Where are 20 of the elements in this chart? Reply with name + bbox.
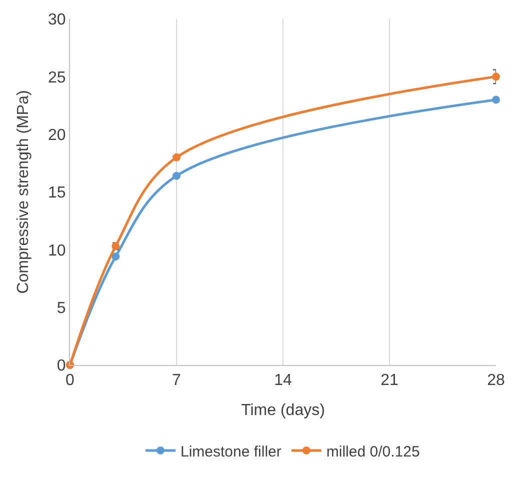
point	[492, 96, 500, 104]
point	[112, 252, 120, 261]
x-tick-label: 7	[172, 372, 182, 390]
x-tick-label: 28	[487, 372, 505, 390]
y-tick-label: 10	[48, 242, 66, 260]
y-axis-title: Compressive strength (MPa)	[14, 90, 32, 294]
legend-label: milled 0/0.125	[326, 443, 420, 460]
x-axis-title: Time (days)	[241, 402, 325, 419]
x-tick-label: 21	[380, 372, 398, 390]
x-tick-label: 14	[274, 372, 292, 390]
y-tick-label: 20	[48, 126, 66, 144]
y-tick-label: 30	[48, 12, 66, 29]
y-tick-label: 0	[56, 358, 66, 375]
y-tick-label: 25	[48, 69, 66, 86]
y-tick-label: 5	[56, 300, 66, 317]
point	[172, 153, 180, 162]
point	[492, 72, 500, 81]
legend-label: Limestone filler	[180, 443, 282, 460]
y-tick-label: 15	[48, 184, 66, 202]
point	[172, 172, 180, 180]
